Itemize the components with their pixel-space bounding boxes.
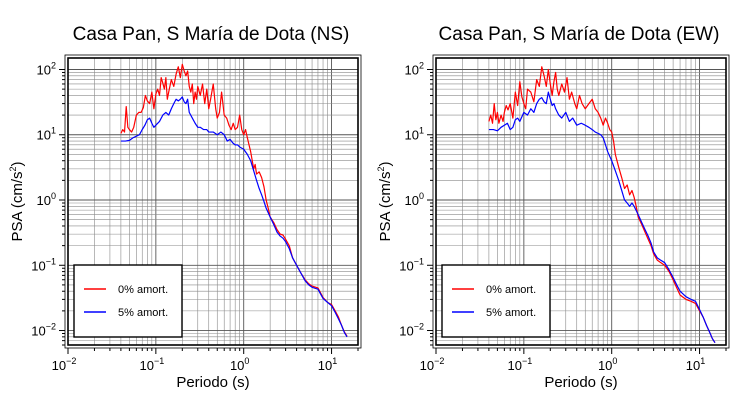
legend-box [73,264,183,338]
x-tick-base: 10 [686,358,700,373]
y-label-text: PSA (cm/s [9,172,26,242]
x-tick-base: 10 [139,358,153,373]
tick-marks [427,68,727,354]
x-tick-exp: −1 [154,356,164,366]
y-tick-label: 10−1 [399,256,424,273]
x-tick-exp: 0 [612,356,617,366]
y-tick-exp: 2 [51,60,56,70]
y-tick-exp: −2 [414,322,424,332]
y-tick-label: 100 [405,191,424,208]
series-group [120,63,348,338]
y-tick-label: 10−2 [399,322,424,339]
series-line-amort-5 [120,96,348,338]
plot-frame [67,57,359,346]
legend: 0% amort. 5% amort. [441,264,551,338]
legend-box [441,264,551,338]
plot-frame-outer [432,54,730,349]
y-tick-base: 10 [37,62,51,77]
y-tick-label: 100 [37,191,56,208]
x-tick-label: 100 [230,356,249,373]
x-tick-label: 101 [318,356,337,373]
y-tick-label: 102 [37,60,56,77]
y-label-close: ) [9,161,26,166]
x-tick-exp: −2 [434,356,444,366]
x-tick-base: 10 [507,358,521,373]
chart-title: Casa Pan, S María de Dota (NS) [73,24,350,45]
legend-label: 5% amort. [486,307,536,319]
x-tick-label: 10−1 [139,356,164,373]
x-tick-base: 10 [318,358,332,373]
y-label-sup: 2 [8,166,18,171]
y-label-close: ) [377,161,394,166]
x-axis-label: Periodo (s) [544,374,617,391]
y-axis-label: PSA (cm/s2) [376,161,394,241]
y-tick-label: 101 [37,126,56,143]
x-axis-label: Periodo (s) [176,374,249,391]
y-tick-base: 10 [37,193,51,208]
y-tick-exp: 1 [419,126,424,136]
y-tick-exp: 2 [419,60,424,70]
y-tick-exp: 1 [51,126,56,136]
x-tick-base: 10 [598,358,612,373]
y-tick-label: 10−2 [31,322,56,339]
y-tick-base: 10 [405,62,419,77]
y-tick-label: 101 [405,126,424,143]
tick-marks [59,68,359,354]
y-tick-base: 10 [31,324,45,339]
y-tick-exp: 0 [419,191,424,201]
y-tick-base: 10 [405,193,419,208]
series-line-amort-0 [488,66,716,344]
plot-frame [435,57,727,346]
y-tick-base: 10 [399,324,413,339]
legend-label: 0% amort. [486,284,536,296]
x-tick-exp: −2 [66,356,76,366]
x-tick-base: 10 [230,358,244,373]
series-line-amort-0 [120,63,348,337]
x-tick-base: 10 [52,358,66,373]
y-tick-exp: −1 [46,256,56,266]
y-tick-base: 10 [31,258,45,273]
x-tick-exp: 1 [332,356,337,366]
x-tick-exp: 1 [700,356,705,366]
series-line-amort-5 [488,91,716,344]
x-tick-label: 100 [598,356,617,373]
y-tick-label: 102 [405,60,424,77]
x-tick-label: 10−1 [507,356,532,373]
x-tick-exp: −1 [522,356,532,366]
y-tick-exp: −1 [414,256,424,266]
y-label-sup: 2 [376,166,386,171]
y-tick-base: 10 [399,258,413,273]
y-axis-label: PSA (cm/s2) [8,161,26,241]
y-tick-label: 10−1 [31,256,56,273]
x-tick-base: 10 [420,358,434,373]
x-tick-label: 10−2 [52,356,77,373]
x-tick-label: 101 [686,356,705,373]
legend: 0% amort. 5% amort. [73,264,183,338]
y-tick-base: 10 [405,128,419,143]
chart-title: Casa Pan, S María de Dota (EW) [439,24,720,45]
legend-label: 5% amort. [118,307,168,319]
legend-label: 0% amort. [118,284,168,296]
y-tick-exp: 0 [51,191,56,201]
x-tick-label: 10−2 [420,356,445,373]
y-label-text: PSA (cm/s [377,172,394,242]
plot-frame-outer [64,54,362,349]
y-tick-base: 10 [37,128,51,143]
y-tick-exp: −2 [46,322,56,332]
x-tick-exp: 0 [244,356,249,366]
series-group [488,66,716,344]
